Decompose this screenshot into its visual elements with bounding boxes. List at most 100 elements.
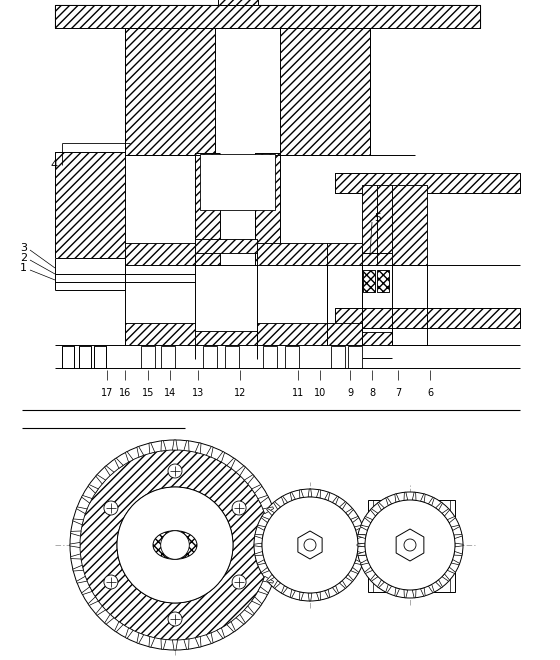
Bar bbox=[62, 346, 74, 368]
Circle shape bbox=[168, 464, 182, 478]
Polygon shape bbox=[267, 519, 277, 525]
Bar bbox=[55, 5, 480, 28]
Polygon shape bbox=[137, 633, 144, 644]
Polygon shape bbox=[206, 633, 213, 644]
Text: 16: 16 bbox=[119, 388, 131, 398]
Polygon shape bbox=[351, 568, 359, 574]
Bar bbox=[327, 243, 362, 265]
Polygon shape bbox=[404, 492, 408, 500]
Bar bbox=[362, 185, 377, 265]
Text: 6: 6 bbox=[427, 388, 433, 398]
Bar bbox=[195, 153, 220, 265]
Circle shape bbox=[70, 440, 280, 650]
Polygon shape bbox=[454, 535, 462, 539]
Bar bbox=[377, 270, 389, 292]
Text: 12: 12 bbox=[234, 388, 246, 398]
Bar bbox=[327, 323, 362, 345]
Polygon shape bbox=[332, 496, 339, 504]
Polygon shape bbox=[451, 560, 460, 565]
Bar bbox=[377, 270, 389, 292]
Bar bbox=[335, 173, 520, 193]
Bar bbox=[368, 500, 455, 592]
Polygon shape bbox=[88, 597, 99, 605]
Text: 1: 1 bbox=[20, 263, 27, 273]
Bar bbox=[363, 270, 375, 292]
Ellipse shape bbox=[153, 531, 197, 559]
Polygon shape bbox=[71, 554, 81, 559]
Bar bbox=[55, 152, 125, 265]
Polygon shape bbox=[273, 502, 281, 510]
Polygon shape bbox=[428, 497, 434, 506]
Polygon shape bbox=[125, 451, 133, 462]
Polygon shape bbox=[77, 507, 87, 513]
Polygon shape bbox=[261, 516, 269, 523]
Circle shape bbox=[404, 539, 416, 551]
Circle shape bbox=[254, 489, 366, 601]
Polygon shape bbox=[308, 489, 312, 497]
Text: 9: 9 bbox=[347, 388, 353, 398]
Text: 3: 3 bbox=[20, 243, 27, 253]
Polygon shape bbox=[358, 535, 366, 539]
Polygon shape bbox=[254, 543, 262, 547]
Bar bbox=[362, 185, 377, 265]
Polygon shape bbox=[290, 492, 295, 500]
Text: 2: 2 bbox=[20, 253, 27, 263]
Polygon shape bbox=[447, 567, 455, 574]
Polygon shape bbox=[442, 509, 450, 516]
Polygon shape bbox=[258, 587, 268, 595]
Polygon shape bbox=[428, 584, 434, 593]
Polygon shape bbox=[263, 576, 273, 583]
Polygon shape bbox=[421, 588, 425, 596]
Polygon shape bbox=[358, 543, 366, 547]
Polygon shape bbox=[396, 529, 424, 561]
Polygon shape bbox=[115, 622, 123, 632]
Polygon shape bbox=[300, 592, 304, 601]
Polygon shape bbox=[370, 574, 378, 581]
Polygon shape bbox=[358, 551, 366, 556]
Polygon shape bbox=[395, 494, 399, 502]
Circle shape bbox=[262, 497, 358, 593]
Bar bbox=[335, 308, 520, 328]
Bar bbox=[263, 346, 277, 368]
Polygon shape bbox=[227, 622, 235, 632]
Polygon shape bbox=[357, 543, 365, 547]
Bar bbox=[55, 258, 125, 290]
Circle shape bbox=[365, 500, 455, 590]
Bar bbox=[257, 243, 327, 265]
Polygon shape bbox=[351, 516, 359, 523]
Polygon shape bbox=[73, 565, 83, 571]
Polygon shape bbox=[257, 525, 265, 531]
Polygon shape bbox=[298, 531, 322, 559]
Polygon shape bbox=[115, 458, 123, 469]
Polygon shape bbox=[316, 490, 320, 498]
Polygon shape bbox=[267, 508, 274, 515]
Bar bbox=[220, 153, 255, 265]
Polygon shape bbox=[451, 525, 460, 531]
Polygon shape bbox=[255, 552, 263, 556]
Circle shape bbox=[232, 575, 246, 589]
Bar bbox=[125, 28, 215, 155]
Circle shape bbox=[117, 487, 233, 603]
Polygon shape bbox=[236, 466, 245, 476]
Bar bbox=[392, 185, 427, 265]
Bar bbox=[195, 239, 257, 253]
Polygon shape bbox=[404, 589, 408, 598]
Polygon shape bbox=[370, 509, 378, 516]
Polygon shape bbox=[270, 543, 280, 548]
Bar bbox=[94, 346, 106, 368]
Polygon shape bbox=[357, 552, 365, 556]
Circle shape bbox=[161, 531, 189, 559]
Polygon shape bbox=[172, 440, 178, 450]
Polygon shape bbox=[357, 535, 365, 539]
Bar bbox=[195, 153, 220, 265]
Bar bbox=[335, 173, 520, 193]
Bar bbox=[200, 154, 275, 210]
Polygon shape bbox=[447, 517, 455, 523]
Polygon shape bbox=[125, 628, 133, 638]
Polygon shape bbox=[73, 519, 83, 525]
Bar bbox=[327, 243, 362, 265]
Bar bbox=[125, 323, 195, 345]
Polygon shape bbox=[227, 458, 235, 469]
Polygon shape bbox=[70, 543, 80, 548]
Text: 8: 8 bbox=[369, 388, 375, 398]
